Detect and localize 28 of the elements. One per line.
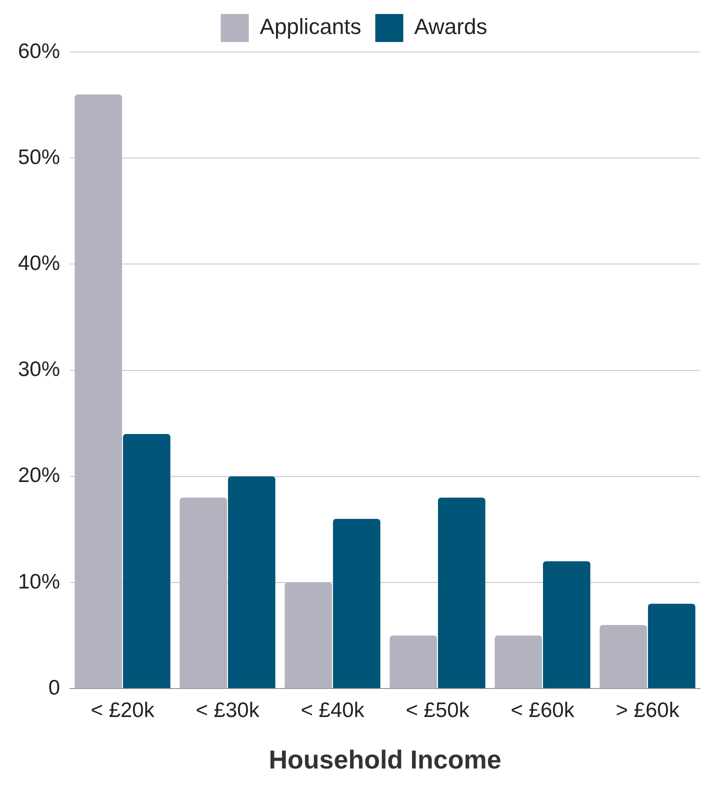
legend-label: Applicants (260, 14, 362, 40)
legend-label: Awards (414, 14, 488, 40)
x-tick-label: > £60k (616, 698, 680, 722)
x-tick-label: < £50k (406, 698, 470, 722)
y-tick-label: 10% (18, 570, 60, 594)
bar (494, 636, 542, 688)
bar (228, 476, 276, 688)
x-tick-label: < £20k (90, 698, 155, 722)
bar (600, 624, 648, 688)
x-axis-title: Household Income (268, 744, 502, 775)
bar (648, 604, 696, 688)
bar (284, 582, 332, 688)
bar (180, 498, 228, 688)
y-tick-label: 30% (18, 358, 60, 382)
bar (333, 518, 380, 688)
y-tick-label: 50% (18, 146, 60, 169)
x-tick-label: < £60k (510, 698, 575, 722)
bar (438, 498, 486, 688)
y-tick-label: 0 (48, 676, 60, 700)
bar (74, 94, 122, 688)
bar (542, 561, 590, 688)
bar (390, 636, 438, 688)
y-tick-label: 20% (18, 464, 60, 488)
x-tick-label: < £30k (196, 698, 260, 722)
x-tick-label: < £40k (300, 698, 365, 722)
y-tick-label: 40% (18, 252, 60, 275)
y-tick-label: 60% (18, 40, 60, 63)
bar (123, 434, 170, 688)
